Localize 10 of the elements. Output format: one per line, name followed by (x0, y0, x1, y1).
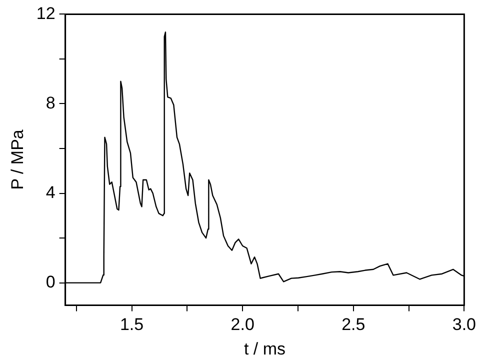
x-tick-label: 3.0 (452, 315, 476, 334)
x-axis-title: t / ms (244, 339, 286, 358)
y-tick-label: 8 (46, 93, 56, 112)
y-tick-label: 12 (36, 4, 56, 23)
y-tick-label: 4 (46, 182, 56, 202)
y-tick-label: 0 (46, 272, 56, 292)
x-tick-label: 2.0 (230, 315, 254, 334)
x-tick-label: 1.5 (120, 315, 144, 334)
x-tick-label: 2.5 (342, 315, 366, 334)
y-axis-title: P / MPa (8, 129, 27, 190)
